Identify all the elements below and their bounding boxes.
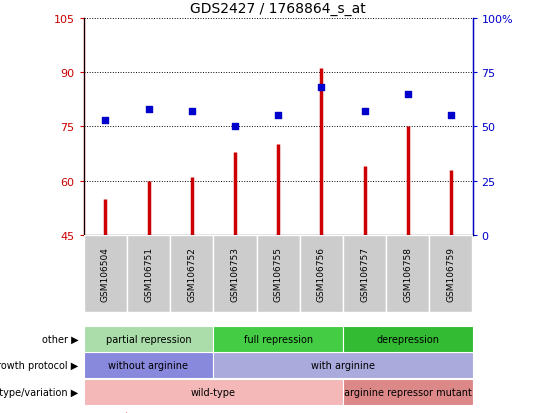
Text: full repression: full repression <box>244 334 313 344</box>
Point <box>231 124 239 131</box>
Bar <box>213 235 256 312</box>
Bar <box>343 235 386 312</box>
Point <box>187 109 196 115</box>
Text: growth protocol ▶: growth protocol ▶ <box>0 360 78 370</box>
Text: GSM106755: GSM106755 <box>274 246 282 301</box>
Text: wild-type: wild-type <box>191 387 236 397</box>
Point <box>317 85 326 91</box>
Text: GSM106753: GSM106753 <box>231 246 239 301</box>
Text: derepression: derepression <box>376 334 439 344</box>
Text: partial repression: partial repression <box>106 334 191 344</box>
Text: with arginine: with arginine <box>311 360 375 370</box>
Bar <box>386 235 429 312</box>
Text: GSM106752: GSM106752 <box>187 246 196 301</box>
Text: arginine repressor mutant: arginine repressor mutant <box>344 387 471 397</box>
Point <box>403 91 412 98</box>
Bar <box>256 235 300 312</box>
Text: GSM106756: GSM106756 <box>317 246 326 301</box>
Bar <box>170 235 213 312</box>
Text: GSM106759: GSM106759 <box>447 246 455 301</box>
Text: GSM106757: GSM106757 <box>360 246 369 301</box>
Point <box>360 109 369 115</box>
Text: GSM106751: GSM106751 <box>144 246 153 301</box>
Bar <box>429 235 472 312</box>
Point <box>447 113 455 119</box>
Text: other ▶: other ▶ <box>42 334 78 344</box>
Bar <box>127 235 170 312</box>
Bar <box>300 235 343 312</box>
Point <box>274 113 282 119</box>
Text: genotype/variation ▶: genotype/variation ▶ <box>0 387 78 397</box>
Point <box>101 117 110 124</box>
Text: GSM106758: GSM106758 <box>403 246 412 301</box>
Text: GSM106504: GSM106504 <box>101 246 110 301</box>
Point <box>144 106 153 113</box>
Title: GDS2427 / 1768864_s_at: GDS2427 / 1768864_s_at <box>190 2 366 16</box>
Bar <box>84 235 127 312</box>
Text: ■  count: ■ count <box>86 411 130 413</box>
Text: without arginine: without arginine <box>109 360 188 370</box>
